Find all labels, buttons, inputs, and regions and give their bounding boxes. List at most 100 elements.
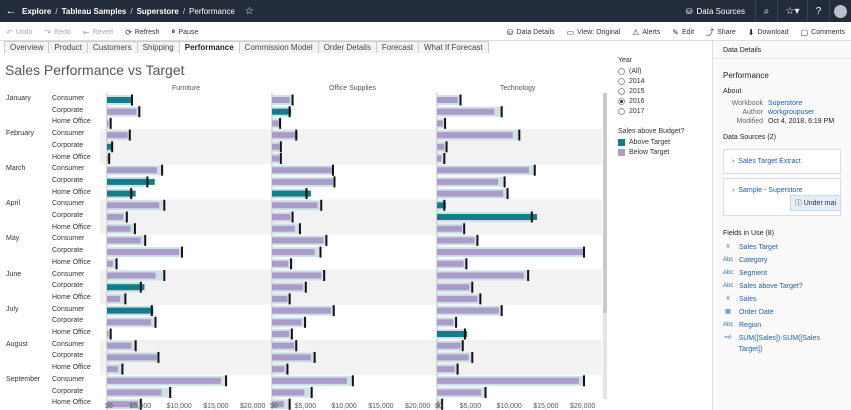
tab-order-details[interactable]: Order Details — [317, 41, 377, 53]
field-item[interactable]: =# SUM([Sales])-SUM([Sales Target]) — [713, 332, 851, 356]
year-option[interactable]: 2014 — [618, 76, 645, 86]
field-item[interactable]: Abc Region — [713, 319, 851, 332]
alerts-label: Alerts — [642, 29, 661, 36]
breadcrumb-tableau-samples[interactable]: Tableau Samples — [61, 6, 127, 16]
undo-button[interactable]: ↶ Undo — [0, 28, 38, 37]
measure-icon: # — [726, 296, 730, 302]
radio-button[interactable] — [618, 107, 625, 115]
target-marker — [304, 281, 307, 293]
data-source-card-2[interactable]: › Sample - Superstore ⓘ Under mai — [723, 178, 841, 216]
workbook-link[interactable]: Superstore — [768, 100, 803, 107]
sales-bar — [437, 202, 446, 209]
help-icon[interactable]: ? — [807, 0, 829, 22]
calculated-field-icon: =# — [724, 335, 732, 341]
panel-title: Data Details — [713, 41, 851, 59]
sales-bar — [272, 120, 280, 127]
target-marker — [479, 293, 482, 305]
radio-button[interactable] — [618, 87, 625, 95]
field-name: Sales above Target? — [739, 283, 803, 290]
favorites-icon[interactable]: ☆▾ — [777, 0, 807, 22]
x-tick-label: $20,000 — [405, 403, 431, 410]
target-marker — [471, 351, 474, 363]
target-band — [437, 399, 443, 410]
tab-customers[interactable]: Customers — [86, 41, 138, 53]
target-marker — [476, 234, 479, 246]
sales-bar — [437, 143, 445, 150]
pause-button[interactable]: ⏸ Pause — [165, 27, 204, 37]
sales-bar — [272, 366, 285, 373]
sales-bar — [437, 284, 470, 291]
target-marker — [443, 199, 446, 211]
radio-button[interactable] — [618, 77, 625, 85]
tab-forecast[interactable]: Forecast — [375, 41, 419, 53]
legend-item-below[interactable]: Below Target — [618, 147, 685, 157]
info-icon: ⓘ — [794, 200, 802, 207]
year-option[interactable]: 2016 — [618, 96, 645, 106]
sales-bar — [272, 307, 331, 314]
author-link[interactable]: workgroupuser — [768, 109, 815, 116]
target-marker — [111, 141, 114, 153]
tab-commission-model[interactable]: Commission Model — [238, 41, 319, 53]
favorite-star-icon[interactable]: ☆ — [244, 5, 254, 17]
data-details-button[interactable]: ⛁ Data Details — [501, 28, 561, 37]
target-marker — [583, 246, 585, 258]
radio-button[interactable] — [618, 67, 625, 75]
field-item[interactable]: Abc Segment — [713, 267, 851, 280]
legend-item-above[interactable]: Above Target — [618, 137, 685, 147]
tab-shipping[interactable]: Shipping — [136, 41, 180, 53]
refresh-button[interactable]: ⟳ Refresh — [119, 28, 165, 37]
alerts-button[interactable]: ⚠ Alerts — [626, 28, 666, 37]
redo-button[interactable]: ↷ Redo — [38, 28, 76, 37]
edit-button[interactable]: ✎ Edit — [666, 28, 700, 37]
modified-value: Oct 4, 2018, 6:19 PM — [768, 118, 835, 125]
sales-bar — [437, 354, 469, 361]
scrollbar-thumb[interactable] — [603, 93, 607, 313]
workbook-key: Workbook — [731, 100, 763, 107]
year-option[interactable]: (All) — [618, 66, 645, 76]
field-item[interactable]: # Sales Target — [713, 241, 851, 254]
view-original-button[interactable]: ▭ View: Original — [561, 28, 627, 37]
x-tick-label: $5,000 — [459, 403, 482, 410]
view-label: View: Original — [577, 29, 621, 36]
target-marker — [295, 340, 298, 352]
vertical-scrollbar[interactable] — [603, 93, 607, 399]
search-icon[interactable]: ⌕ — [755, 0, 777, 22]
revert-button[interactable]: ⇤ Revert — [77, 28, 119, 37]
tab-overview[interactable]: Overview — [4, 41, 50, 53]
budget-legend: Sales above Budget? Above Target Below T… — [618, 128, 685, 157]
data-sources-button[interactable]: ⛁ Data Sources — [676, 7, 755, 16]
month-band — [100, 129, 602, 165]
target-band — [107, 329, 111, 339]
target-marker — [455, 316, 458, 328]
target-marker — [332, 305, 335, 317]
year-option[interactable]: 2017 — [618, 106, 645, 116]
sales-bar — [437, 120, 443, 127]
field-item[interactable]: Abc Category — [713, 254, 851, 267]
back-arrow-icon[interactable]: ← — [5, 5, 17, 17]
target-marker — [125, 211, 128, 223]
data-source-card-1[interactable]: › Sales Target Extract — [723, 149, 841, 174]
download-button[interactable]: ⬇ Download — [742, 28, 795, 37]
year-option[interactable]: 2015 — [618, 86, 645, 96]
field-item[interactable]: ▦ Order Date — [713, 306, 851, 319]
target-marker — [121, 363, 124, 375]
radio-button[interactable] — [618, 97, 625, 105]
comment-icon: ▢ — [800, 28, 809, 37]
sales-bar — [437, 319, 454, 326]
target-marker — [484, 387, 487, 398]
share-button[interactable]: ⤴ Share — [700, 27, 742, 38]
month-label: April — [6, 200, 21, 208]
target-marker — [583, 375, 585, 387]
field-item[interactable]: Abc Sales above Target? — [713, 280, 851, 293]
breadcrumb-superstore[interactable]: Superstore — [136, 6, 179, 16]
tab-what-if-forecast[interactable]: What If Forecast — [417, 41, 489, 53]
tab-performance[interactable]: Performance — [178, 41, 240, 53]
sales-bar — [272, 143, 280, 150]
field-item[interactable]: # Sales — [713, 293, 851, 306]
breadcrumb-explore[interactable]: Explore — [22, 6, 52, 16]
comments-button[interactable]: ▢ Comments — [795, 28, 851, 37]
sales-bar — [272, 401, 284, 408]
dimension-icon: Abc — [723, 283, 734, 289]
avatar[interactable] — [829, 0, 851, 22]
tab-product[interactable]: Product — [48, 41, 88, 53]
